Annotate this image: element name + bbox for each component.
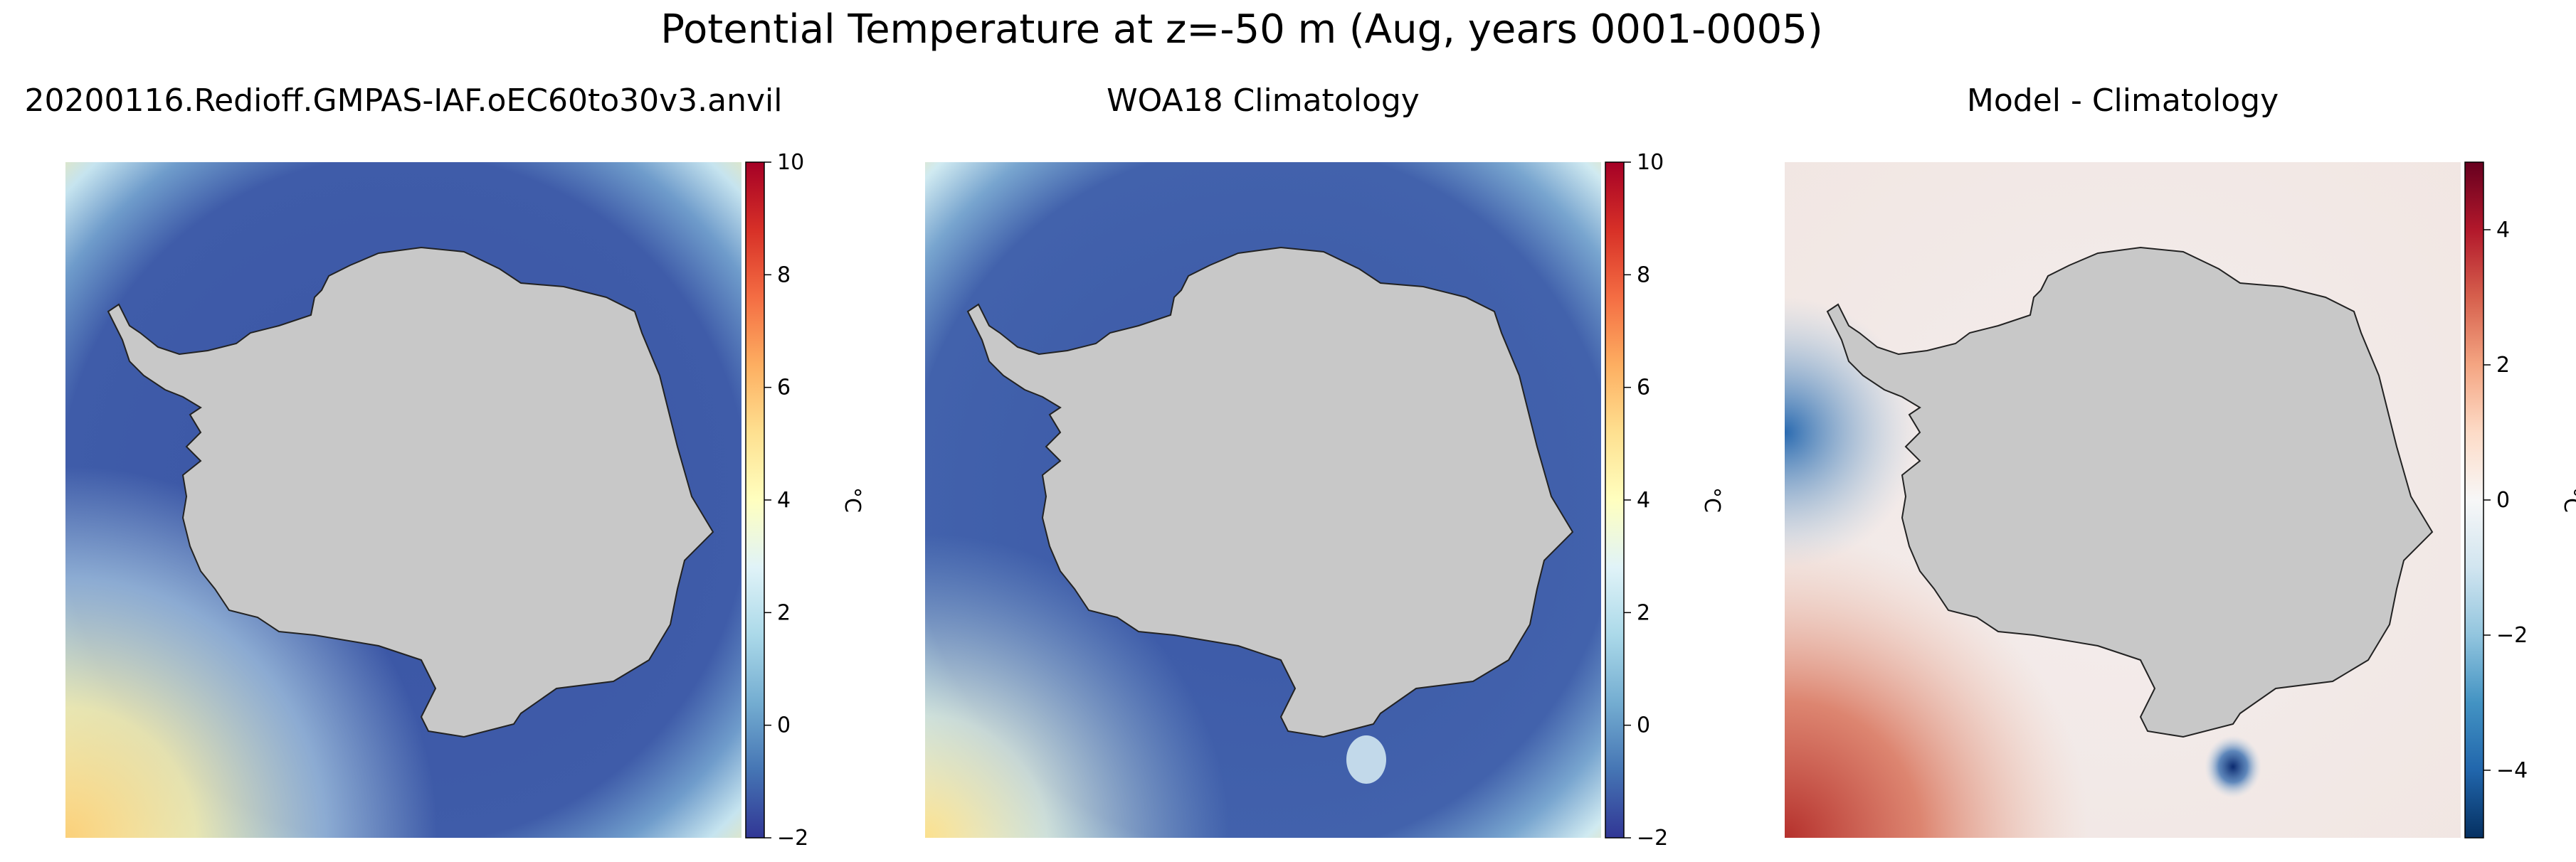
colorbar-difference-bar xyxy=(2464,161,2484,839)
colorbar-woa18-label: °C xyxy=(1699,487,1724,513)
colorbar-woa18-tick-label: 2 xyxy=(1637,600,1650,625)
figure-title: Potential Temperature at z=-50 m (Aug, y… xyxy=(660,6,1822,53)
colorbar-model-tick-label: 0 xyxy=(777,713,791,738)
panel-woa18: WOA18 Climatology xyxy=(925,83,1601,838)
colorbar-woa18-bar xyxy=(1605,161,1625,839)
colorbar-woa18-tick-label: 0 xyxy=(1637,713,1650,738)
diff-negative-spot xyxy=(2205,735,2261,798)
colorbar-difference-tick-label: 0 xyxy=(2496,488,2510,513)
panel-woa18-title: WOA18 Climatology xyxy=(1107,83,1420,119)
colorbar-difference-tick-label: −2 xyxy=(2496,623,2528,648)
colorbar-woa18-tick-label: 8 xyxy=(1637,262,1650,287)
panel-difference-title: Model - Climatology xyxy=(1967,83,2279,119)
colorbar-difference: −4 −2 0 2 4 °C xyxy=(2464,161,2576,839)
colorbar-woa18: −2 0 2 4 6 8 10 °C xyxy=(1605,150,1724,851)
colorbar-difference-label: °C xyxy=(2559,487,2576,513)
colorbar-model-tick-label: −2 xyxy=(777,826,808,851)
colorbar-model-tick-label: 6 xyxy=(777,376,791,400)
colorbar-woa18-tick-label: 10 xyxy=(1637,150,1664,175)
colorbar-model-tick-label: 10 xyxy=(777,150,804,175)
panel-difference: Model - Climatology xyxy=(1785,83,2461,838)
colorbar-woa18-tick-label: 6 xyxy=(1637,376,1650,400)
panel-model-title: 20200116.Redioff.GMPAS-IAF.oEC60to30v3.a… xyxy=(25,83,783,119)
colorbar-model-bar xyxy=(745,161,765,839)
panel-model: 20200116.Redioff.GMPAS-IAF.oEC60to30v3.a… xyxy=(25,83,783,838)
colorbar-woa18-tick-label: −2 xyxy=(1637,826,1668,851)
colorbar-difference-tick-label: −4 xyxy=(2496,758,2528,783)
colorbar-model-tick-label: 2 xyxy=(777,600,791,625)
colorbar-model-tick-label: 4 xyxy=(777,488,791,513)
colorbar-model: −2 0 2 4 6 8 10 °C xyxy=(745,150,865,851)
colorbar-difference-tick-label: 2 xyxy=(2496,353,2510,378)
colorbar-model-label: °C xyxy=(840,487,865,513)
colorbar-difference-tick-label: 4 xyxy=(2496,218,2510,243)
colorbar-woa18-tick-label: 4 xyxy=(1637,488,1650,513)
colorbar-model-tick-label: 8 xyxy=(777,262,791,287)
woa18-warm-patch xyxy=(1346,735,1386,784)
